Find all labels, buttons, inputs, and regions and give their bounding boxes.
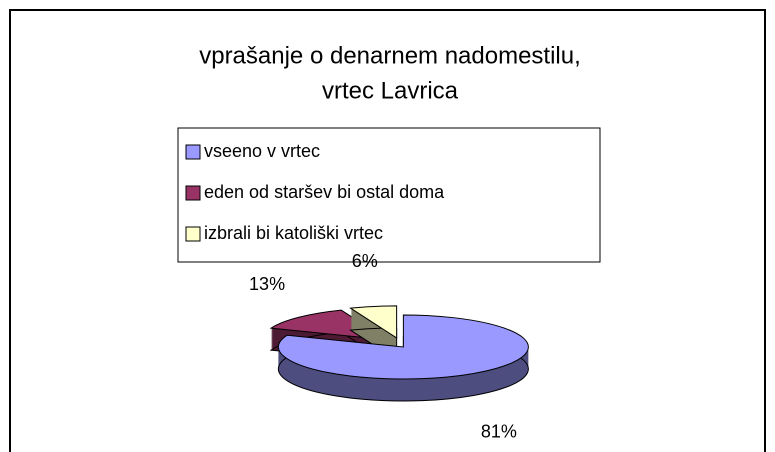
legend-label: vseeno v vrtec	[204, 141, 320, 161]
legend-swatch	[185, 144, 201, 160]
legend-label: izbrali bi katoliški vrtec	[204, 223, 383, 243]
slice	[349, 305, 398, 339]
chart-title: vprašanje o denarnem nadomestilu,	[199, 42, 581, 69]
data-label: 6%	[352, 251, 378, 271]
slice	[277, 314, 529, 380]
data-label: 81%	[481, 421, 517, 441]
data-label: 13%	[249, 274, 285, 294]
legend-swatch	[185, 226, 201, 242]
legend-swatch	[185, 185, 201, 201]
legend-label: eden od staršev bi ostal doma	[204, 182, 445, 202]
legend-box	[177, 127, 601, 263]
chart-title: vrtec Lavrica	[322, 77, 459, 104]
